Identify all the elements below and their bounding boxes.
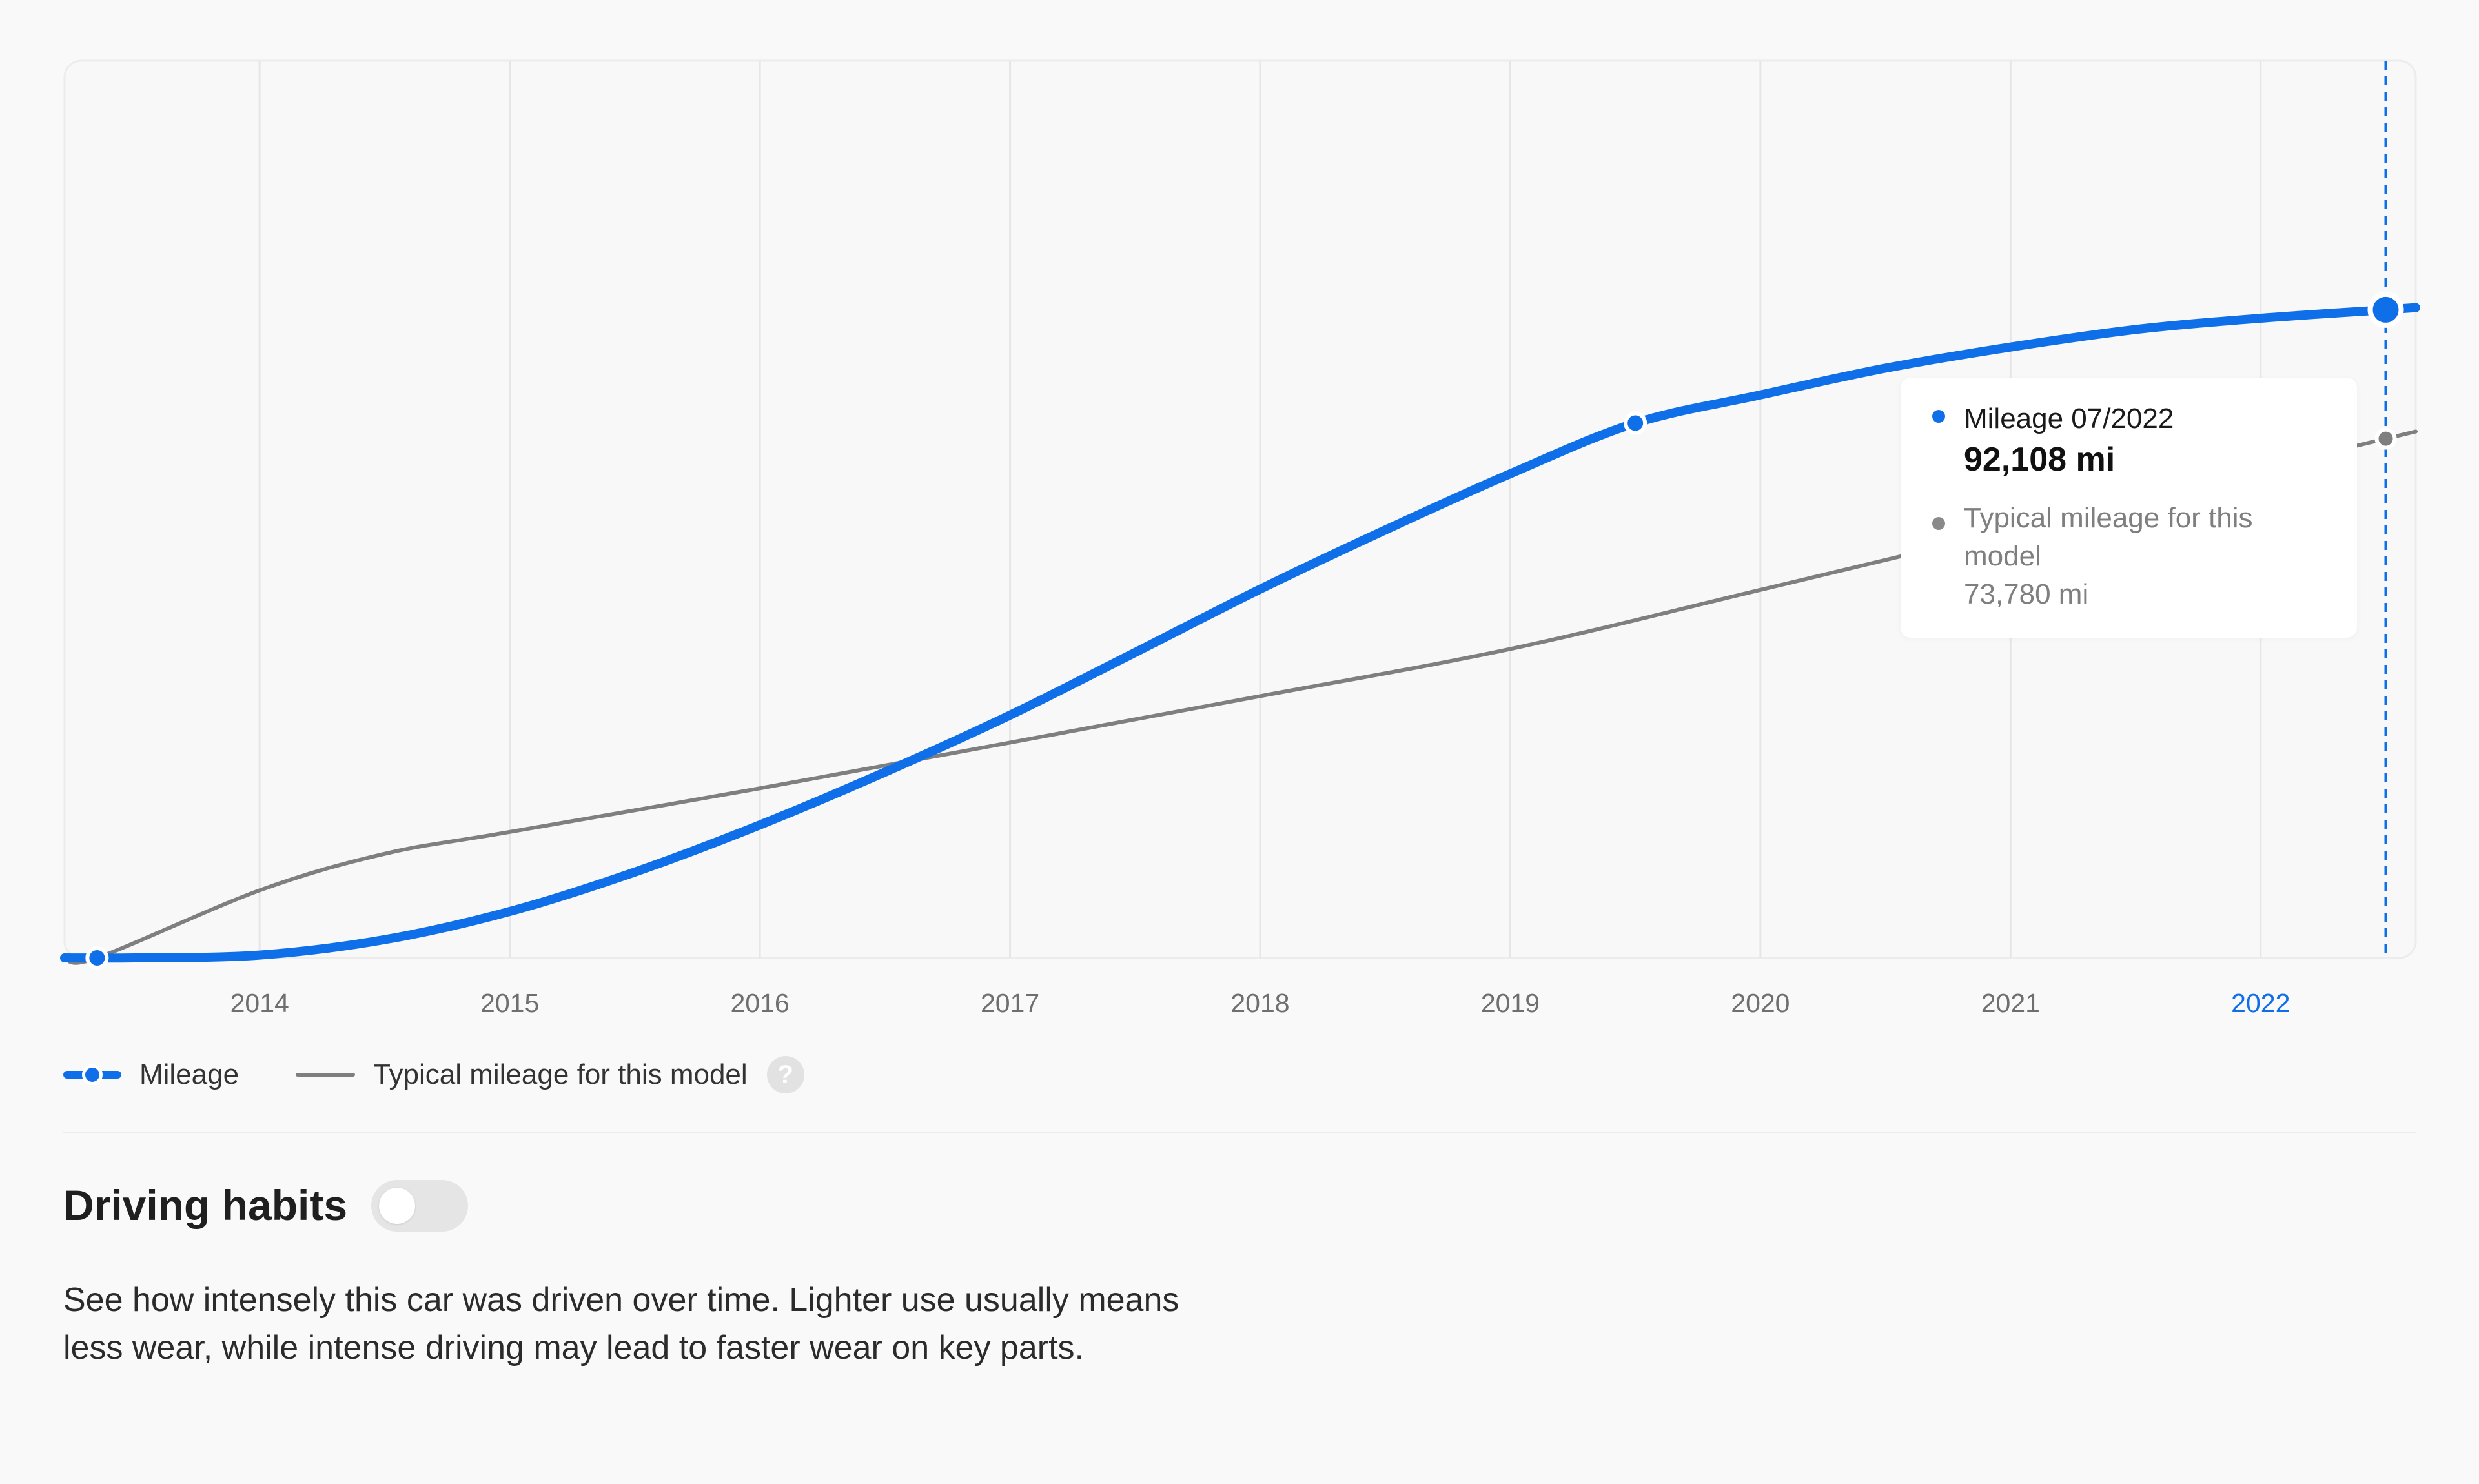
- x-tick-2016: 2016: [730, 988, 789, 1018]
- mileage-dot-icon: [1932, 410, 1945, 423]
- section-title: Driving habits: [63, 1181, 348, 1229]
- x-tick-2020: 2020: [1731, 988, 1790, 1018]
- chart-legend: Mileage Typical mileage for this model ?: [63, 1055, 804, 1094]
- chart-gridlines: [258, 61, 2262, 958]
- driving-habits-toggle[interactable]: [371, 1180, 468, 1232]
- chart-markers: [85, 291, 2404, 970]
- x-tick-2019: 2019: [1481, 988, 1540, 1018]
- mileage-point-1: [1624, 411, 1648, 435]
- x-tick-2015: 2015: [480, 988, 539, 1018]
- x-tick-2021: 2021: [1981, 988, 2040, 1018]
- tooltip-mileage-value: 92,108 mi: [1964, 441, 2116, 478]
- x-axis-ticks: 2014 2015 2016 2017 2018 2019 2020 2021 2022: [230, 988, 2290, 1018]
- section-description: See how intensely this car was driven ov…: [63, 1281, 1179, 1367]
- chart-plot-area: [63, 59, 2417, 959]
- x-tick-2014: 2014: [230, 988, 289, 1018]
- help-icon[interactable]: ?: [766, 1056, 804, 1093]
- legend-mileage-label: Mileage: [139, 1059, 240, 1090]
- tooltip-title: Mileage 07/2022: [1964, 403, 2174, 434]
- mileage-point-2: [2367, 291, 2404, 328]
- chart-tooltip: Mileage 07/2022 92,108 mi Typical mileag…: [1901, 378, 2357, 638]
- legend-typical-swatch: [296, 1073, 356, 1077]
- section-divider: [63, 1132, 2416, 1133]
- tooltip-typical-value: 73,780 mi: [1964, 578, 2089, 610]
- mileage-chart[interactable]: 2014 2015 2016 2017 2018 2019 2020 2021 2022: [0, 0, 2479, 1046]
- typical-point-0: [2374, 427, 2397, 450]
- mileage-point-0: [85, 946, 109, 970]
- legend-item-mileage[interactable]: Mileage: [63, 1055, 239, 1094]
- x-tick-2018: 2018: [1230, 988, 1289, 1018]
- legend-item-typical[interactable]: Typical mileage for this model: [239, 1059, 748, 1091]
- x-tick-2017: 2017: [981, 988, 1039, 1018]
- series-mileage-line: [60, 303, 2420, 963]
- toggle-knob: [379, 1188, 415, 1224]
- typical-dot-icon: [1932, 517, 1945, 530]
- tooltip-typical-label: Typical mileage for this model: [1964, 502, 2253, 572]
- legend-mileage-swatch: [63, 1055, 121, 1094]
- x-tick-2022: 2022: [2231, 988, 2290, 1018]
- legend-typical-label: Typical mileage for this model: [373, 1059, 748, 1090]
